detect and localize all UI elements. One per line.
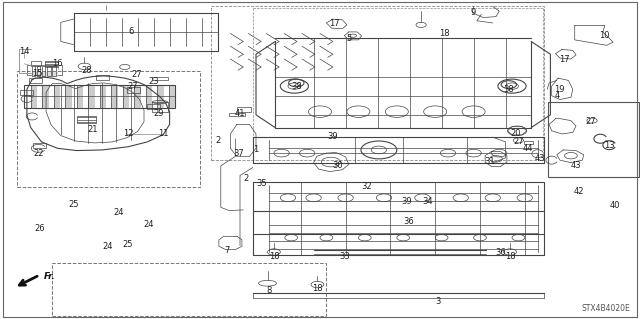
Text: 15: 15 — [32, 69, 42, 78]
Text: 5: 5 — [346, 34, 351, 43]
Text: 37: 37 — [234, 149, 244, 158]
Text: 18: 18 — [440, 29, 450, 38]
Text: STX4B4020E: STX4B4020E — [582, 304, 630, 313]
Bar — [169, 86, 175, 108]
Text: 40: 40 — [609, 201, 620, 210]
Bar — [52, 66, 56, 76]
Text: 24: 24 — [113, 208, 124, 217]
Text: 27: 27 — [128, 82, 138, 91]
Bar — [65, 86, 72, 108]
Text: 32: 32 — [362, 182, 372, 191]
Text: 19: 19 — [554, 85, 564, 94]
Text: 24: 24 — [144, 220, 154, 229]
Bar — [37, 66, 40, 76]
Text: 6: 6 — [129, 27, 134, 36]
Bar — [45, 61, 58, 67]
Text: 4: 4 — [554, 91, 559, 100]
Text: 18: 18 — [505, 252, 515, 261]
Bar — [147, 104, 160, 109]
Text: 9: 9 — [471, 8, 476, 17]
Text: 42: 42 — [574, 187, 584, 196]
Bar — [32, 66, 35, 76]
Text: 39: 39 — [328, 132, 338, 141]
Text: 39: 39 — [401, 197, 412, 206]
Text: 43: 43 — [534, 154, 545, 163]
Bar — [152, 77, 168, 80]
Text: 36: 36 — [496, 248, 506, 256]
Bar — [524, 141, 533, 144]
Text: 41: 41 — [235, 109, 245, 118]
Bar — [33, 143, 46, 148]
Bar — [96, 75, 109, 80]
Text: 27: 27 — [586, 117, 596, 126]
Bar — [20, 90, 33, 95]
Text: 38: 38 — [504, 85, 514, 94]
Text: 25: 25 — [68, 200, 79, 209]
Text: 8: 8 — [266, 286, 271, 295]
Text: 38: 38 — [291, 82, 301, 91]
Text: 1: 1 — [253, 145, 259, 154]
Bar — [548, 102, 639, 177]
Text: 27: 27 — [132, 70, 142, 78]
Bar — [211, 6, 544, 160]
Text: 13: 13 — [604, 141, 614, 150]
Bar — [157, 86, 164, 108]
Text: 43: 43 — [571, 161, 581, 170]
Text: Fr.: Fr. — [44, 272, 55, 281]
Bar — [17, 71, 200, 187]
Text: 24: 24 — [102, 242, 113, 251]
Text: 16: 16 — [52, 59, 63, 68]
Text: 35: 35 — [256, 179, 266, 188]
Bar — [111, 86, 118, 108]
Text: 29: 29 — [154, 109, 164, 118]
Bar — [77, 116, 96, 123]
Bar — [54, 86, 60, 108]
Text: 12: 12 — [123, 130, 133, 138]
Bar — [146, 86, 152, 108]
Text: 2: 2 — [215, 136, 220, 145]
Bar — [52, 263, 326, 316]
Bar — [127, 87, 140, 93]
Bar — [77, 86, 83, 108]
Text: 17: 17 — [330, 19, 340, 28]
Bar — [29, 78, 42, 83]
Bar — [42, 66, 45, 76]
Text: 34: 34 — [422, 197, 433, 206]
Bar — [31, 86, 37, 108]
Text: 21: 21 — [88, 125, 98, 134]
Text: 33: 33 — [339, 252, 349, 261]
Text: 22: 22 — [33, 149, 44, 158]
Text: 7: 7 — [225, 246, 230, 255]
Text: 18: 18 — [269, 252, 279, 261]
Text: 44: 44 — [523, 144, 533, 153]
Bar — [32, 72, 58, 77]
Text: 20: 20 — [510, 130, 520, 138]
Text: 31: 31 — [484, 157, 495, 166]
Text: 14: 14 — [19, 47, 29, 56]
Bar — [123, 86, 129, 108]
Bar — [229, 113, 245, 116]
Bar — [88, 86, 95, 108]
Bar — [134, 86, 141, 108]
Bar — [42, 86, 49, 108]
Text: 28: 28 — [81, 66, 92, 75]
Bar — [100, 86, 106, 108]
Text: 27: 27 — [513, 137, 524, 146]
Bar — [47, 66, 51, 76]
Bar — [31, 61, 41, 66]
Text: 10: 10 — [600, 31, 610, 40]
Bar — [237, 107, 251, 112]
Text: 30: 30 — [333, 161, 343, 170]
Text: 26: 26 — [35, 224, 45, 233]
Text: 2: 2 — [244, 174, 249, 183]
Text: 36: 36 — [403, 217, 413, 226]
Bar — [24, 85, 175, 108]
Text: 18: 18 — [312, 284, 323, 293]
Bar — [27, 65, 62, 75]
Text: 25: 25 — [123, 241, 133, 249]
Text: 11: 11 — [158, 130, 168, 138]
Text: 3: 3 — [436, 297, 441, 306]
Text: 17: 17 — [559, 55, 570, 63]
Text: 23: 23 — [148, 77, 159, 86]
